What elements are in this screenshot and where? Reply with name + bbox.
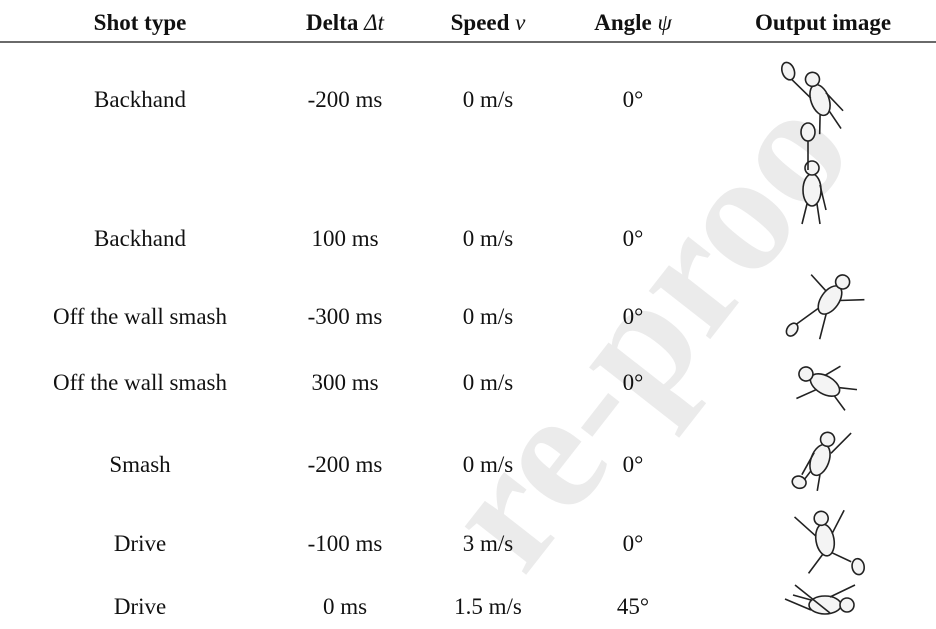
table-cell: 1.5 m/s	[454, 594, 522, 619]
header-label: Speed	[451, 10, 510, 35]
table-cell: Backhand	[94, 87, 186, 112]
table-cell: Drive	[114, 531, 166, 556]
table-cell: Drive	[114, 594, 166, 619]
column-header: Delta Δt	[306, 10, 385, 35]
header-symbol: Δt	[363, 10, 384, 35]
table-cell: 0 m/s	[463, 304, 514, 329]
header-label: Delta	[306, 10, 359, 35]
table-cell: 3 m/s	[463, 531, 514, 556]
table-cell: -100 ms	[308, 531, 383, 556]
table-cell: 0 m/s	[463, 226, 514, 251]
player-icon	[794, 506, 865, 584]
header-label: Shot type	[94, 10, 187, 35]
table-cell: 0 ms	[323, 594, 367, 619]
table-cell: 0°	[623, 531, 644, 556]
table-cell: 45°	[617, 594, 649, 619]
column-header: Speed v	[451, 10, 527, 35]
table-cell: 0°	[623, 226, 644, 251]
column-header: Shot type	[94, 10, 187, 35]
table-cell: Off the wall smash	[53, 304, 227, 329]
table-cell: 0°	[623, 452, 644, 477]
table-cell: 0°	[623, 370, 644, 395]
table-cell: 0 m/s	[463, 87, 514, 112]
player-icon	[787, 350, 863, 423]
header-label: Angle	[594, 10, 652, 35]
table-cell: 100 ms	[311, 226, 378, 251]
header-symbol: v	[515, 10, 526, 35]
table-cell: 300 ms	[311, 370, 378, 395]
header-label: Output image	[755, 10, 891, 35]
table-cell: Smash	[109, 452, 171, 477]
table-cell: -300 ms	[308, 304, 383, 329]
column-header: Angle ψ	[594, 10, 672, 35]
table-cell: 0 m/s	[463, 370, 514, 395]
table-cell: Off the wall smash	[53, 370, 227, 395]
table-cell: 0°	[623, 304, 644, 329]
table-cell: 0 m/s	[463, 452, 514, 477]
player-icon	[785, 585, 855, 614]
player-icon	[791, 420, 852, 499]
table-cell: 0°	[623, 87, 644, 112]
header-symbol: ψ	[657, 10, 672, 35]
column-header: Output image	[755, 10, 891, 35]
table-page: re-proo Shot typeDelta ΔtSpeed vAngle ψO…	[0, 0, 936, 629]
table-cell: Backhand	[94, 226, 186, 251]
table-cell: -200 ms	[308, 87, 383, 112]
table-cell: -200 ms	[308, 452, 383, 477]
